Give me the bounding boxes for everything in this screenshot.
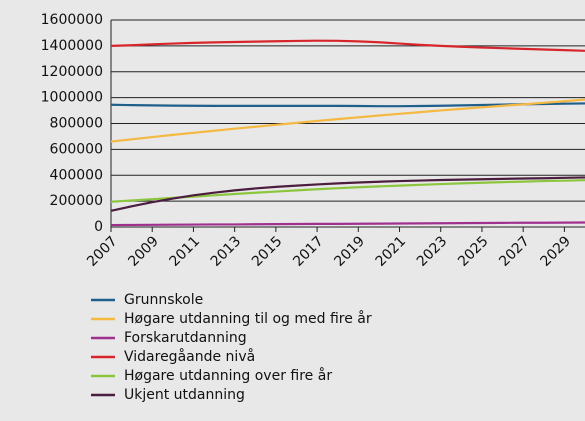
y-tick-label: 200000 — [50, 193, 103, 209]
series-line — [110, 221, 585, 227]
y-tick-label: 400000 — [50, 167, 103, 183]
legend-label: Forskarutdanning — [124, 330, 247, 346]
legend-label: Vidaregåande nivå — [124, 348, 255, 365]
y-tick-label: 0 — [94, 219, 103, 235]
x-tick-label: 2013 — [208, 233, 245, 270]
series-line — [110, 98, 585, 143]
legend-label: Ukjent utdanning — [124, 387, 245, 403]
legend-label: Grunnskole — [124, 292, 203, 308]
y-tick-label: 1000000 — [41, 90, 103, 106]
series-line — [110, 176, 585, 212]
x-tick-label: 2023 — [414, 233, 451, 270]
legend-label: Høgare utdanning over fire år — [124, 367, 332, 384]
x-tick-label: 2017 — [290, 233, 327, 270]
series-line — [110, 39, 585, 52]
x-tick-label: 2019 — [331, 233, 368, 270]
x-tick-label: 2029 — [538, 233, 575, 270]
y-tick-label: 600000 — [50, 141, 103, 157]
legend-label: Høgare utdanning til og med fire år — [124, 310, 372, 327]
x-tick-label: 2021 — [373, 233, 410, 270]
x-tick-label: 2025 — [455, 233, 492, 270]
x-tick-label: 2027 — [496, 233, 533, 270]
x-tick-label: 2011 — [167, 233, 204, 270]
x-tick-label: 2015 — [249, 233, 286, 270]
y-tick-label: 800000 — [50, 116, 103, 132]
x-tick-label: 2007 — [84, 233, 121, 270]
x-tick-label: 2009 — [125, 233, 162, 270]
y-tick-label: 1600000 — [41, 12, 103, 28]
y-tick-label: 1400000 — [41, 38, 103, 54]
y-tick-label: 1200000 — [41, 64, 103, 80]
